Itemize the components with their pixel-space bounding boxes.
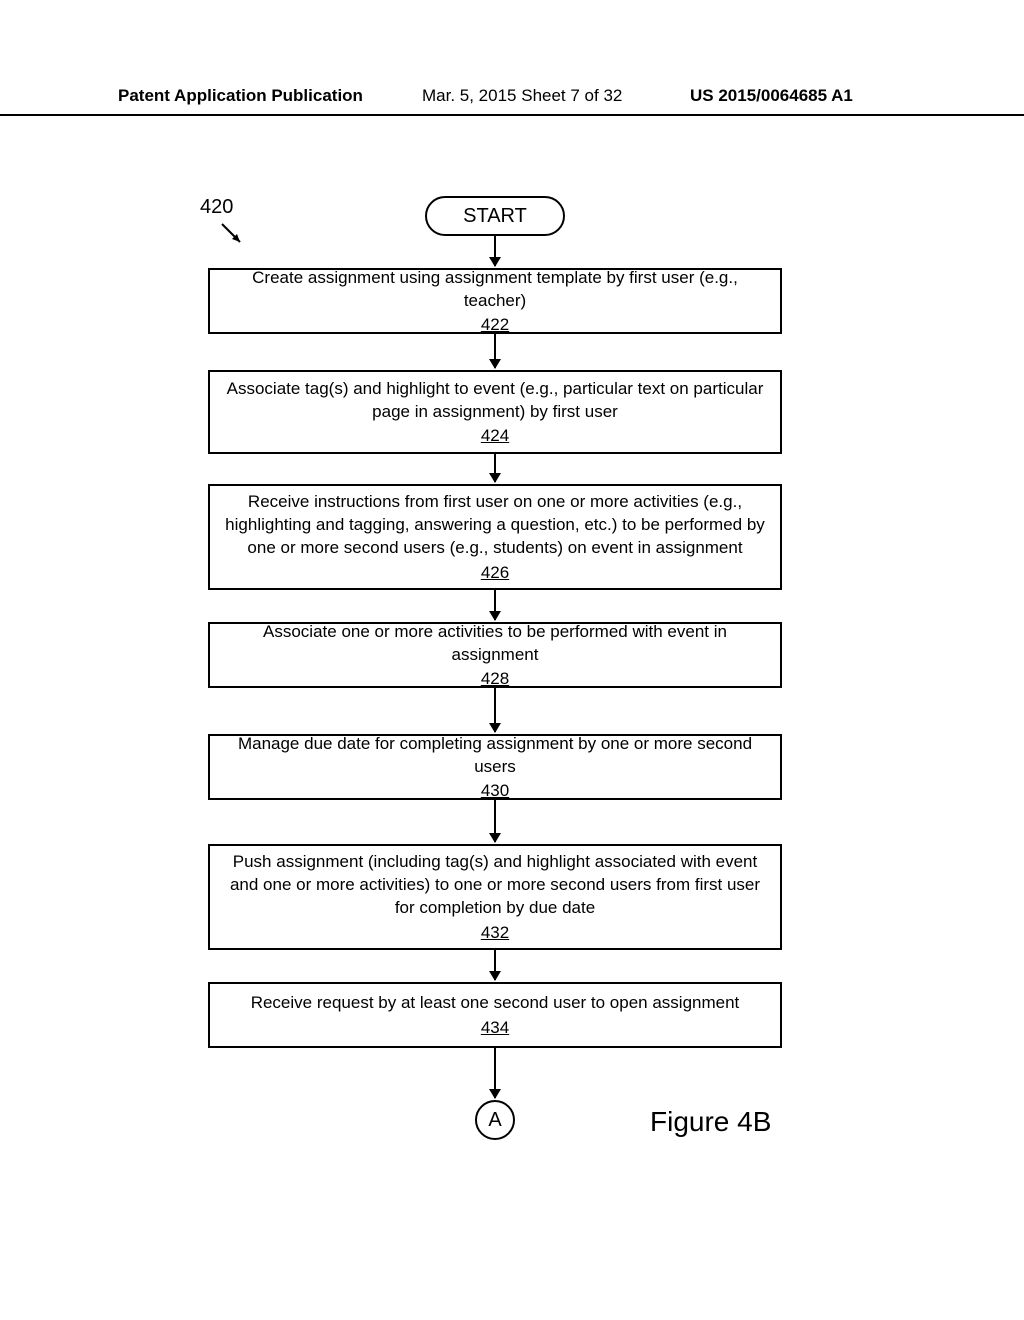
arrow-icon [494, 236, 496, 266]
step-number: 434 [481, 1017, 509, 1040]
step-text: Receive instructions from first user on … [220, 491, 770, 560]
arrow-icon [494, 334, 496, 368]
step-number: 432 [481, 922, 509, 945]
step-text: Associate one or more activities to be p… [220, 621, 770, 667]
process-step-426: Receive instructions from first user on … [208, 484, 782, 590]
arrow-icon [494, 800, 496, 842]
process-step-430: Manage due date for completing assignmen… [208, 734, 782, 800]
off-page-connector: A [475, 1100, 515, 1140]
figure-label: Figure 4B [650, 1106, 771, 1138]
process-step-434: Receive request by at least one second u… [208, 982, 782, 1048]
start-terminator: START [425, 196, 565, 236]
page: Patent Application Publication Mar. 5, 2… [0, 0, 1024, 1320]
step-number: 426 [481, 562, 509, 585]
arrow-icon [494, 1048, 496, 1098]
process-step-422: Create assignment using assignment templ… [208, 268, 782, 334]
arrow-icon [494, 950, 496, 980]
step-text: Receive request by at least one second u… [251, 992, 740, 1015]
process-step-428: Associate one or more activities to be p… [208, 622, 782, 688]
connector-label: A [488, 1109, 501, 1132]
process-step-432: Push assignment (including tag(s) and hi… [208, 844, 782, 950]
step-text: Associate tag(s) and highlight to event … [220, 378, 770, 424]
arrow-icon [494, 590, 496, 620]
start-label: START [463, 205, 527, 227]
arrow-icon [494, 688, 496, 732]
step-text: Create assignment using assignment templ… [220, 267, 770, 313]
page-header: Patent Application Publication Mar. 5, 2… [0, 86, 1024, 116]
reference-numeral: 420 [200, 196, 233, 219]
header-right: US 2015/0064685 A1 [690, 86, 853, 106]
step-text: Manage due date for completing assignmen… [220, 733, 770, 779]
step-number: 424 [481, 425, 509, 448]
header-left: Patent Application Publication [118, 86, 363, 106]
arrow-icon [494, 454, 496, 482]
reference-arrow-icon [220, 222, 240, 242]
header-mid: Mar. 5, 2015 Sheet 7 of 32 [422, 86, 622, 106]
step-text: Push assignment (including tag(s) and hi… [220, 851, 770, 920]
process-step-424: Associate tag(s) and highlight to event … [208, 370, 782, 454]
